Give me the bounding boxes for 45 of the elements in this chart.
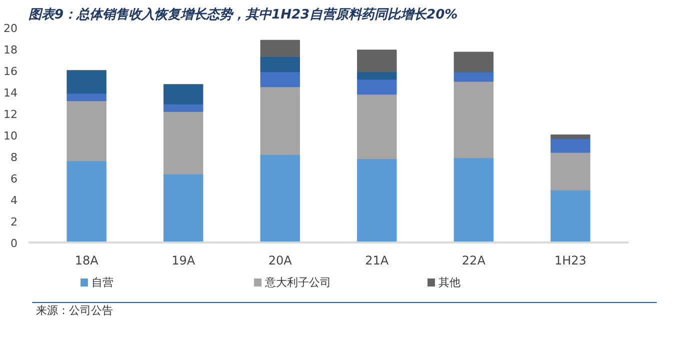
bar — [163, 173, 204, 242]
bar — [260, 40, 300, 58]
bar — [550, 189, 590, 242]
x-tick-label: 22A — [462, 254, 486, 268]
y-tick-label: 2 — [10, 216, 18, 228]
y-tick-label: 14 — [4, 86, 18, 100]
y-tick-label: 4 — [10, 194, 18, 207]
y-tick-label: 10 — [4, 130, 18, 142]
bar — [163, 110, 204, 174]
y-tick-label: 8 — [10, 151, 18, 164]
bar — [163, 84, 204, 104]
y-tick-label: 12 — [4, 108, 18, 121]
x-tick-label: 18A — [74, 254, 100, 268]
legend-label: 自营 — [92, 276, 114, 289]
y-tick-label: 16 — [4, 65, 18, 78]
source-note: 来源：公司公告 — [36, 304, 113, 317]
bar — [550, 138, 590, 153]
x-tick-label: 20A — [268, 254, 293, 268]
bar — [357, 94, 397, 160]
bar — [66, 100, 106, 162]
bar — [260, 56, 300, 72]
bar — [454, 157, 494, 242]
y-tick-label: 20 — [4, 22, 18, 35]
bar — [66, 70, 106, 94]
bar — [260, 71, 300, 88]
x-tick-label: 21A — [365, 254, 390, 268]
bar — [454, 80, 494, 158]
y-tick-label: 6 — [10, 172, 18, 186]
bar — [260, 86, 300, 155]
bar — [260, 154, 300, 242]
bar — [357, 158, 397, 242]
legend-label: 其他 — [438, 276, 461, 289]
bar — [66, 160, 106, 242]
bar — [550, 134, 590, 139]
x-tick-label: 19A — [172, 254, 196, 268]
chart-title: 图表9：总体销售收入恢复增长态势，其中1H23自营原料药同比增长20% — [28, 6, 458, 22]
y-tick-label: 0 — [10, 237, 18, 250]
x-tick-label: 1H23 — [554, 254, 586, 268]
bar — [550, 152, 590, 190]
bar — [357, 78, 397, 95]
legend-label: 意大利子公司 — [264, 276, 332, 289]
y-tick-label: 18 — [4, 44, 18, 56]
bar — [454, 71, 494, 82]
bar — [454, 52, 494, 72]
bar — [357, 50, 397, 72]
